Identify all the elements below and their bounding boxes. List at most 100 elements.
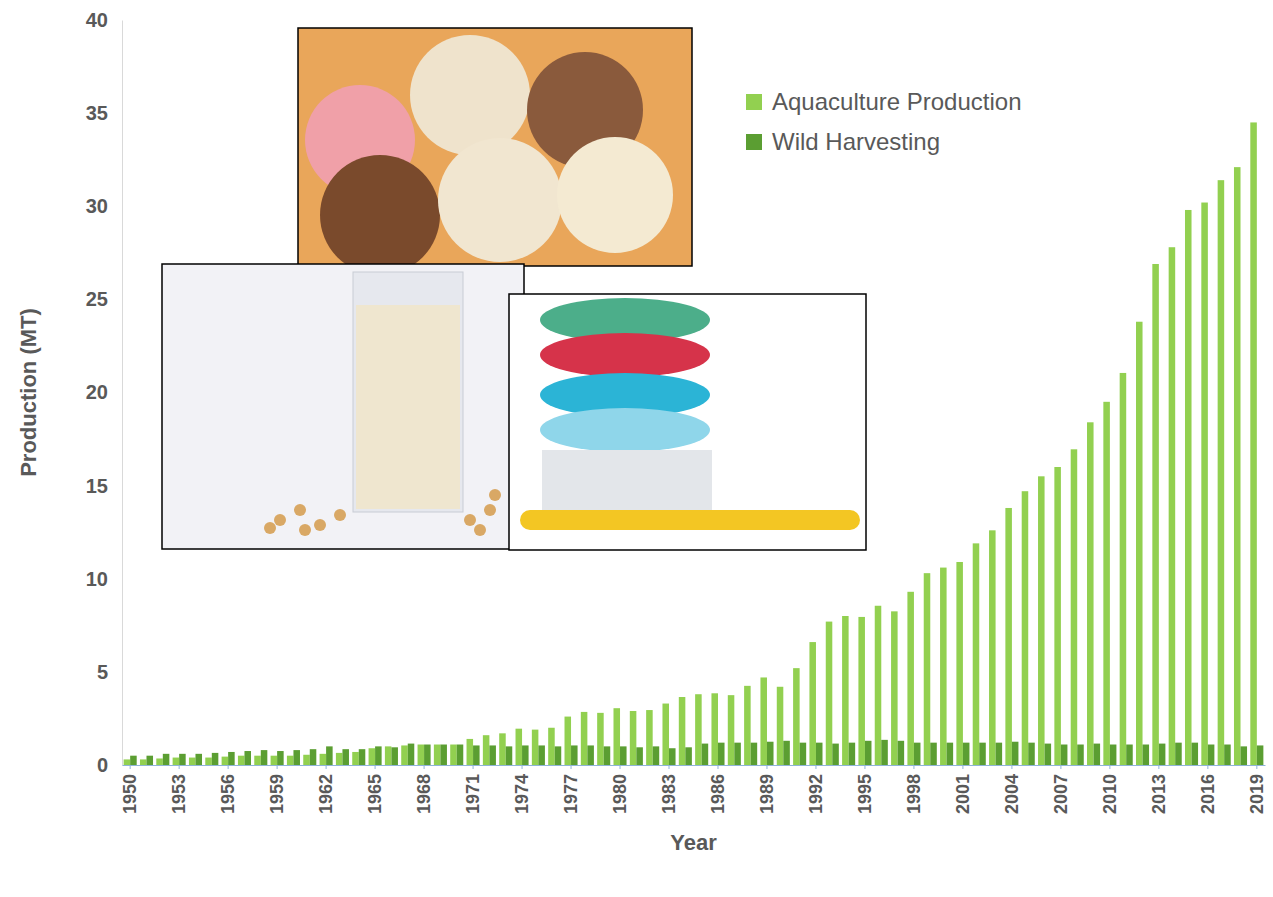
x-tick-label: 1989 [757, 774, 777, 814]
x-tick-label: 1980 [610, 774, 630, 814]
x-tick [146, 765, 147, 769]
x-tick: 2004 [1002, 765, 1022, 814]
bar [1143, 745, 1150, 765]
x-tick-mark [326, 765, 327, 769]
x-tick-mark [783, 765, 784, 769]
bar [287, 756, 294, 765]
x-tick-mark [962, 765, 963, 769]
bar [385, 746, 392, 765]
photo [298, 28, 692, 275]
bar [734, 743, 741, 765]
x-tick-mark [864, 765, 865, 769]
x-tick-label: 2016 [1198, 774, 1218, 814]
bar [555, 746, 562, 765]
bean [274, 514, 286, 526]
x-tick-label: 1971 [463, 774, 483, 814]
x-tick [832, 765, 833, 769]
x-tick-label: 1986 [708, 774, 728, 814]
x-tick [440, 765, 441, 769]
x-tick: 1974 [512, 765, 532, 814]
x-tick-mark [979, 765, 980, 769]
bar [597, 713, 604, 765]
y-tick-label: 10 [86, 568, 108, 590]
x-tick-mark [211, 765, 212, 769]
bean [489, 489, 501, 501]
x-tick-mark [146, 765, 147, 769]
x-tick-mark [277, 765, 278, 769]
bar [228, 752, 235, 765]
bar [173, 758, 180, 765]
x-tick [685, 765, 686, 769]
bar [1028, 743, 1035, 765]
bar [369, 748, 376, 765]
bar [1022, 491, 1029, 765]
bean [484, 504, 496, 516]
bar [516, 729, 523, 765]
x-tick-mark [179, 765, 180, 769]
glass [353, 272, 463, 512]
x-tick-mark [391, 765, 392, 769]
x-tick: 2001 [953, 765, 973, 814]
bar [728, 695, 735, 765]
bar [326, 746, 333, 765]
bar [538, 745, 545, 765]
x-tick [1142, 765, 1143, 769]
x-tick: 2007 [1051, 765, 1071, 814]
paste [540, 408, 710, 452]
bar [1077, 745, 1084, 765]
bar [418, 745, 425, 765]
bar [130, 756, 137, 765]
x-tick-mark [603, 765, 604, 769]
bar [963, 743, 970, 765]
bean [294, 504, 306, 516]
x-tick-mark [799, 765, 800, 769]
bar [375, 746, 382, 765]
bar [489, 745, 496, 765]
x-tick [636, 765, 637, 769]
photo-frame [162, 264, 524, 549]
bar [989, 530, 996, 765]
x-tick-mark [1158, 765, 1159, 769]
x-tick: 1959 [267, 765, 287, 814]
y-tick-label: 0 [97, 754, 108, 776]
bar [832, 744, 839, 765]
x-tick-mark [1256, 765, 1257, 769]
bar [1152, 264, 1159, 765]
x-tick-mark [309, 765, 310, 769]
x-axis-title: Year [670, 830, 717, 855]
x-tick-mark [897, 765, 898, 769]
x-tick-mark [424, 765, 425, 769]
x-tick-label: 1962 [316, 774, 336, 814]
x-tick: 1995 [855, 765, 875, 814]
x-tick-mark [554, 765, 555, 769]
x-tick [930, 765, 931, 769]
bar [636, 747, 643, 765]
x-tick [244, 765, 245, 769]
x-tick [391, 765, 392, 769]
bean [464, 514, 476, 526]
x-tick [1126, 765, 1127, 769]
x-tick-mark [375, 765, 376, 769]
x-tick: 1962 [316, 765, 336, 814]
x-axis: 1950195319561959196219651968197119741977… [120, 765, 1267, 814]
x-tick [979, 765, 980, 769]
y-tick-label: 30 [86, 195, 108, 217]
x-tick-mark [358, 765, 359, 769]
x-tick: 1986 [708, 765, 728, 814]
x-tick-label: 1983 [659, 774, 679, 814]
bar [947, 743, 954, 765]
legend-label: Wild Harvesting [772, 128, 940, 155]
y-tick: 20 [86, 381, 122, 403]
x-tick-label: 1992 [806, 774, 826, 814]
bar [571, 745, 578, 765]
bar [1103, 402, 1110, 765]
bean [264, 522, 276, 534]
x-tick [1240, 765, 1241, 769]
y-tick-label: 25 [86, 288, 108, 310]
y-tick: 15 [86, 475, 122, 497]
x-tick [587, 765, 588, 769]
bar [1045, 744, 1052, 765]
x-tick-mark [489, 765, 490, 769]
bean [474, 524, 486, 536]
x-tick-mark [1126, 765, 1127, 769]
